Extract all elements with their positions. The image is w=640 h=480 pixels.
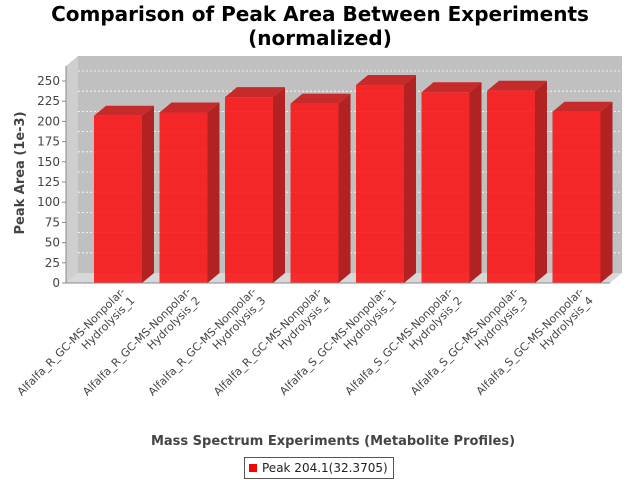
- bar-front: [225, 97, 273, 283]
- y-tick-label: 175: [37, 135, 60, 149]
- bar-front: [487, 90, 535, 283]
- x-tick-label: Alfalfa_R_GC-MS-Nonpolar-Hydrolysis_1: [15, 285, 138, 408]
- x-axis-label: Mass Spectrum Experiments (Metabolite Pr…: [151, 434, 515, 449]
- y-tick-label: 125: [37, 175, 60, 189]
- chart-title: Comparison of Peak Area Between Experime…: [0, 2, 640, 50]
- chart-title-line-2: (normalized): [248, 26, 392, 50]
- bar-top: [487, 80, 547, 91]
- bar-group: [94, 75, 613, 284]
- bar-top: [421, 82, 482, 93]
- bar: [487, 80, 547, 283]
- bar: [290, 93, 351, 284]
- bar: [421, 82, 482, 283]
- bar-front: [356, 85, 404, 283]
- x-tick-label: Alfalfa_S_GC-MS-Nonpolar-Hydrolysis_4: [474, 285, 596, 407]
- y-axis: 0 25 50 75 100 125 150 175 200 225 250: [37, 66, 67, 290]
- bar-front: [94, 115, 142, 283]
- bar-side: [535, 80, 547, 283]
- y-tick-label: 150: [37, 155, 60, 169]
- x-tick-label-line: Alfalfa_R_GC-MS-Nonpolar-: [15, 285, 128, 398]
- bar-side: [142, 105, 154, 283]
- y-tick-label: 100: [37, 195, 60, 209]
- x-tick-label: Alfalfa_S_GC-MS-Nonpolar-Hydrolysis_1: [277, 285, 399, 407]
- legend: Peak 204.1(32.3705): [244, 457, 394, 479]
- y-tick-label: 0: [52, 276, 60, 290]
- bar-side: [404, 75, 416, 283]
- x-tick-label: Alfalfa_S_GC-MS-Nonpolar-Hydrolysis_3: [408, 285, 530, 407]
- y-tick-label: 200: [37, 114, 60, 128]
- bar-front: [421, 92, 470, 283]
- x-tick-label: Alfalfa_R_GC-MS-Nonpolar-Hydrolysis_2: [80, 285, 203, 408]
- x-tick-label: Alfalfa_R_GC-MS-Nonpolar-Hydrolysis_3: [146, 285, 269, 408]
- bar-top: [290, 93, 351, 104]
- bar: [159, 102, 220, 284]
- bar-top: [225, 87, 285, 98]
- bar-front: [159, 112, 208, 284]
- bar-side: [207, 102, 220, 284]
- bar-top: [552, 101, 613, 112]
- bar: [356, 75, 416, 283]
- plot-left-wall: [66, 56, 78, 283]
- y-tick-label: 25: [45, 256, 60, 270]
- x-tick-label: Alfalfa_R_GC-MS-Nonpolar-Hydrolysis_4: [211, 285, 334, 408]
- bar-front: [290, 103, 339, 284]
- x-tick-label: Alfalfa_S_GC-MS-Nonpolar-Hydrolysis_2: [343, 285, 465, 407]
- bar-side: [338, 93, 351, 284]
- bar: [94, 105, 154, 283]
- bar-top: [94, 105, 154, 116]
- y-tick-label: 50: [45, 236, 60, 250]
- bar-top: [159, 102, 220, 113]
- y-tick-label: 225: [37, 94, 60, 108]
- chart-title-line-1: Comparison of Peak Area Between Experime…: [51, 2, 589, 26]
- y-axis-label: Peak Area (1e-3): [13, 111, 28, 234]
- legend-label: Peak 204.1(32.3705): [262, 461, 388, 475]
- bar-top: [356, 75, 416, 86]
- x-axis: Alfalfa_R_GC-MS-Nonpolar-Hydrolysis_1Alf…: [15, 282, 610, 408]
- y-tick-label: 250: [37, 74, 60, 88]
- bar-side: [469, 82, 482, 283]
- bar: [552, 101, 613, 283]
- bar-side: [600, 101, 613, 283]
- y-tick-label: 75: [45, 215, 60, 229]
- bar-side: [273, 87, 285, 283]
- bar-front: [552, 111, 601, 283]
- bar: [225, 87, 285, 283]
- legend-swatch: [249, 464, 257, 472]
